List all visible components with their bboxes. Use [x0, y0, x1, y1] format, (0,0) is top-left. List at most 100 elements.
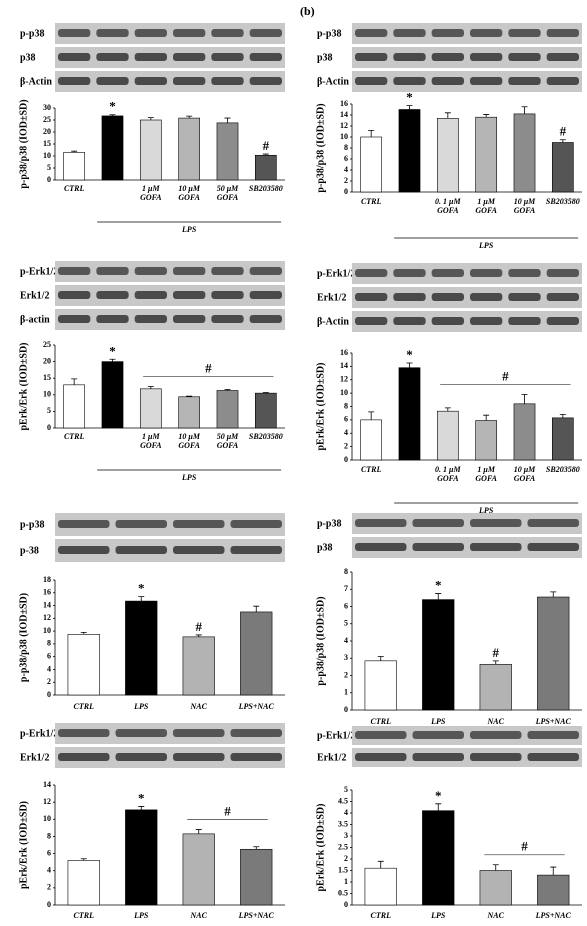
error-bar [224, 389, 231, 391]
blot-band [58, 267, 91, 275]
x-tick-label: 50 μM GOFA [216, 184, 239, 202]
bar [240, 611, 273, 696]
blot-band [134, 267, 167, 275]
blot-band [470, 731, 522, 739]
x-tick-label: CTRL [370, 717, 391, 726]
error-bar [262, 392, 269, 394]
error-bar [368, 411, 375, 420]
error-bar [138, 596, 145, 602]
blot-label: β-Actin [317, 316, 349, 327]
y-tick-label: 0.5 [338, 888, 348, 897]
y-tick-label: 14 [43, 600, 51, 609]
annotation: # [263, 138, 270, 153]
bar [551, 142, 574, 193]
error-bar [138, 806, 145, 810]
blot-image [352, 71, 582, 92]
blot-band [431, 293, 464, 301]
annotation: * [138, 581, 145, 596]
error-bar [71, 378, 78, 385]
error-bar [109, 114, 116, 116]
y-axis-label: p-p38/p38 (IOD±SD) [18, 99, 29, 188]
bar [216, 390, 239, 429]
blot-band [173, 729, 225, 737]
blot-band [173, 267, 206, 275]
x-tick-label: SB203580 [248, 184, 283, 193]
bar [398, 109, 421, 193]
blot-band [173, 29, 206, 37]
blot-band [211, 267, 244, 275]
blot-band [546, 53, 579, 61]
x-tick-label: NAC [487, 911, 504, 920]
x-tick-label: LPS+NAC [238, 702, 274, 711]
y-tick-label: 0 [47, 175, 51, 184]
annotation: * [138, 790, 145, 805]
blot-band [96, 53, 129, 61]
blot-label: p-p38 [317, 518, 341, 529]
blot-band [115, 520, 167, 528]
blot-band [355, 29, 388, 37]
x-tick-label: 1 μM GOFA [140, 432, 162, 450]
blot-label: p-Erk1/2 [317, 268, 355, 279]
error-bar [492, 660, 499, 665]
blot-band [470, 53, 503, 61]
error-bar [406, 362, 413, 368]
blot-band [431, 53, 464, 61]
y-tick-label: 4 [344, 428, 348, 437]
bar [513, 403, 536, 461]
blot-band [527, 519, 579, 527]
x-tick-label: 10 μM GOFA [178, 184, 200, 202]
error-bar [377, 656, 384, 661]
blot-band [173, 291, 206, 299]
x-tick-label: 0. 1 μM GOFA [435, 465, 461, 483]
error-bar [435, 593, 442, 600]
y-axis-label: p-p38/p38 (IOD±SD) [315, 596, 326, 685]
blot-label: p-Erk1/2 [317, 730, 355, 741]
bar [364, 660, 397, 711]
y-tick-label: 6 [47, 651, 51, 660]
blot-label: p-p38 [20, 519, 44, 530]
blot-label: β-Actin [317, 76, 349, 87]
blot-band [134, 53, 167, 61]
blot-image [55, 309, 285, 330]
error-bar [444, 112, 451, 119]
blot-band [470, 293, 503, 301]
bar [101, 115, 124, 181]
blot-band [393, 293, 426, 301]
error-bar [521, 106, 528, 114]
y-tick-label: 5 [47, 406, 51, 415]
error-bar [253, 605, 260, 612]
blot-band [249, 315, 282, 323]
x-tick-label: 1 μM GOFA [140, 184, 162, 202]
blot-band [211, 291, 244, 299]
blot-band [173, 53, 206, 61]
bar [139, 388, 162, 429]
y-axis-label: pErk/Erk (IOD±SD) [315, 803, 326, 891]
blot-band [470, 543, 522, 551]
blot-band [508, 269, 541, 277]
bar [67, 634, 100, 696]
y-tick-label: 4 [344, 165, 348, 174]
y-tick-label: 1 [344, 688, 348, 697]
blot-image [55, 723, 285, 744]
x-tick-label: CTRL [63, 432, 85, 441]
blot-band [393, 77, 426, 85]
blot-band [173, 315, 206, 323]
y-tick-label: 10 [340, 388, 348, 397]
blot-image [352, 748, 582, 767]
y-tick-label: 12 [340, 375, 348, 384]
bar [101, 361, 124, 429]
blot-band [546, 293, 579, 301]
error-bar [147, 117, 154, 120]
blot-band [173, 753, 225, 761]
y-tick-label: 25 [43, 340, 51, 349]
annotation: # [196, 619, 203, 634]
blot-band [355, 269, 388, 277]
error-bar [550, 591, 557, 598]
bar [63, 384, 86, 429]
blot-band [211, 29, 244, 37]
group-label: LPS [478, 506, 494, 515]
annotation: * [435, 788, 442, 803]
blot-band [355, 77, 388, 85]
error-bar [483, 414, 490, 421]
